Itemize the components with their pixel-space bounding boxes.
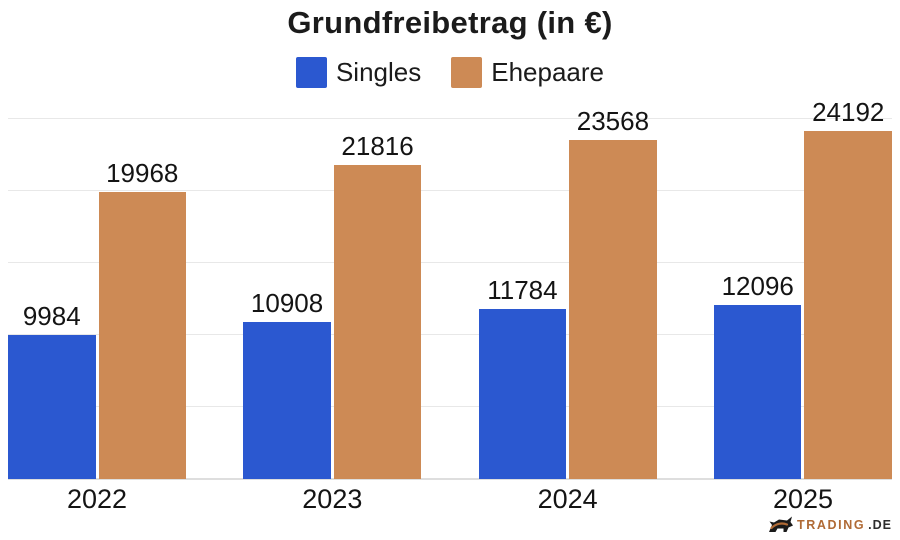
gridline-10000 xyxy=(8,334,892,336)
x-axis-line xyxy=(8,478,892,480)
bar-singles-2023: 10908 xyxy=(243,289,331,479)
bar-singles-2025: 12096 xyxy=(713,272,802,479)
legend-swatch-ehepaare xyxy=(451,57,483,88)
watermark-tld: .DE xyxy=(868,517,892,532)
x-tick-label-2023: 2023 xyxy=(302,484,363,514)
x-tick-label-2024: 2024 xyxy=(537,484,598,514)
bar-group-2025: 12096 24192 xyxy=(713,98,892,479)
legend-label-singles: Singles xyxy=(335,57,422,87)
bar-value-label: 11784 xyxy=(487,275,558,306)
gridline-25000 xyxy=(8,118,892,120)
bar-value-label: 23568 xyxy=(576,105,650,136)
bar-ehepaare-2022: 19968 xyxy=(98,159,186,479)
bull-icon xyxy=(769,516,794,532)
legend: Singles Ehepaare xyxy=(0,57,900,88)
bar-value-label: 12096 xyxy=(721,270,794,301)
legend-label-ehepaare: Ehepaare xyxy=(491,57,605,87)
bar-value-label: 24192 xyxy=(812,96,885,127)
bar-group-2022: 9984 19968 xyxy=(8,115,186,479)
bar-value-label: 21816 xyxy=(341,131,414,162)
bar-group-2023: 10908 21816 xyxy=(243,115,422,479)
x-tick-label-2022: 2022 xyxy=(66,484,128,514)
bar-singles-2024: 11784 xyxy=(478,276,567,479)
legend-item-singles: Singles xyxy=(295,57,422,88)
bar-ehepaare-2025: 24192 xyxy=(804,98,892,479)
x-tick-label-2025: 2025 xyxy=(772,484,834,514)
watermark-brand: TRADING xyxy=(797,517,866,532)
legend-swatch-singles xyxy=(295,57,327,88)
plot-area: 9984 19968 10908 21816 11784 23568 12096 24192 xyxy=(8,98,892,480)
bar-value-label: 9984 xyxy=(22,301,81,332)
gridline-20000 xyxy=(8,190,892,192)
bar-value-label: 19968 xyxy=(106,157,179,188)
x-axis-labels: 2022 2023 2024 2025 xyxy=(8,484,892,515)
gridline-5000 xyxy=(8,406,892,408)
bar-ehepaare-2023: 21816 xyxy=(333,132,422,479)
bar-ehepaare-2024: 23568 xyxy=(569,107,657,479)
bar-singles-2022: 9984 xyxy=(8,302,96,479)
bar-group-2024: 11784 23568 xyxy=(478,107,657,479)
chart-title: Grundfreibetrag (in €) xyxy=(287,5,613,40)
watermark: TRADING .DE xyxy=(767,515,892,534)
legend-item-ehepaare: Ehepaare xyxy=(451,57,604,88)
bar-value-label: 10908 xyxy=(250,288,324,319)
bar-groups: 9984 19968 10908 21816 11784 23568 12096 24192 xyxy=(8,98,892,479)
gridline-15000 xyxy=(8,262,892,264)
